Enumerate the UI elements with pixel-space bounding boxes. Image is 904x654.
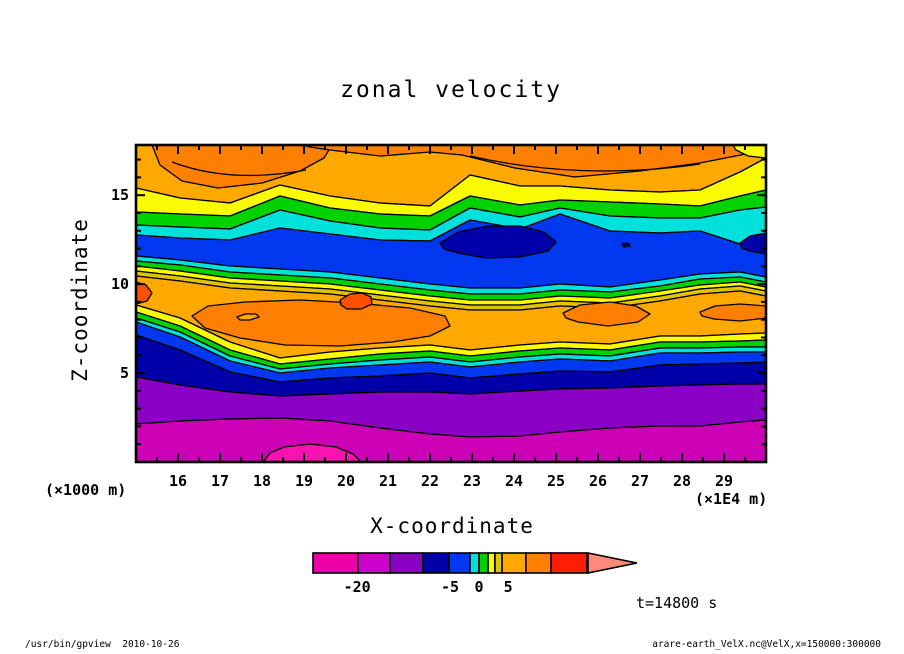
axis-ticks [136, 145, 766, 462]
contour-line-0 [171, 161, 307, 177]
colorbar-segment [494, 552, 503, 574]
y-tick-label: 5 [120, 364, 129, 382]
x-axis-unit-note: (×1E4 m) [695, 490, 768, 508]
colorbar-segment [501, 552, 527, 574]
x-tick-label: 22 [421, 472, 439, 490]
contour-island-mid-orange-center-right [562, 301, 651, 327]
colorbar-segment [469, 552, 480, 574]
colorbar-segment [312, 552, 359, 574]
colorbar-segment [389, 552, 424, 574]
colorbar-label: 5 [504, 578, 513, 596]
contour-island-navy-core-center [439, 225, 557, 259]
contour-island-amber-lens [236, 313, 260, 321]
x-tick-label: 21 [379, 472, 397, 490]
contour-island-mid-orange-right-edge [699, 303, 766, 322]
footer-command-line: /usr/bin/gpview 2010-10-26 [25, 639, 180, 650]
y-axis-unit-note: (×1000 m) [45, 481, 127, 499]
y-tick-label: 10 [111, 275, 129, 293]
x-tick-label: 18 [253, 472, 271, 490]
x-tick-label: 23 [463, 472, 481, 490]
contour-line-1 [469, 155, 701, 172]
contour-island-pink-bottom [262, 443, 362, 462]
x-tick-label: 19 [295, 472, 313, 490]
time-annotation: t=14800 s [636, 594, 718, 612]
colorbar-segment [448, 552, 471, 574]
colorbar-overflow-arrow [587, 552, 638, 574]
colorbar-segment [525, 552, 552, 574]
x-tick-label: 25 [547, 472, 565, 490]
y-axis-label: Z-coordinate [68, 218, 92, 382]
contour-island-navy-dot [621, 242, 631, 248]
x-tick-label: 20 [337, 472, 355, 490]
x-tick-label: 27 [631, 472, 649, 490]
contour-field [136, 145, 766, 462]
colorbar-segment [550, 552, 588, 574]
contour-island-red-orange-blob [339, 292, 373, 310]
colorbar-segment [478, 552, 489, 574]
contour-island-top-right-yellow-corner [732, 145, 766, 159]
colorbar: -20 -5 0 5 [312, 552, 638, 596]
colorbar-segment [357, 552, 391, 574]
x-tick-label: 16 [169, 472, 187, 490]
contour-island-mid-orange-left [191, 299, 451, 347]
tick-labels: 16 17 18 19 20 21 22 23 24 25 26 27 28 29 5 10 15 [111, 186, 733, 490]
colorbar-label: -20 [344, 578, 371, 596]
colorbar-segment [422, 552, 450, 574]
footer-data-source: arare-earth_VelX.nc@VelX,x=150000:300000 [652, 639, 881, 650]
colorbar-segment [487, 552, 496, 574]
x-tick-label: 24 [505, 472, 523, 490]
page-title: zonal velocity [340, 77, 562, 103]
colorbar-label: 0 [475, 578, 484, 596]
y-tick-label: 15 [111, 186, 129, 204]
x-tick-label: 28 [673, 472, 691, 490]
x-tick-label: 29 [715, 472, 733, 490]
colorbar-label: -5 [441, 578, 459, 596]
contour-island-navy-right-edge [739, 232, 766, 255]
x-tick-label: 26 [589, 472, 607, 490]
x-axis-label: X-coordinate [370, 514, 534, 538]
x-tick-label: 17 [211, 472, 229, 490]
